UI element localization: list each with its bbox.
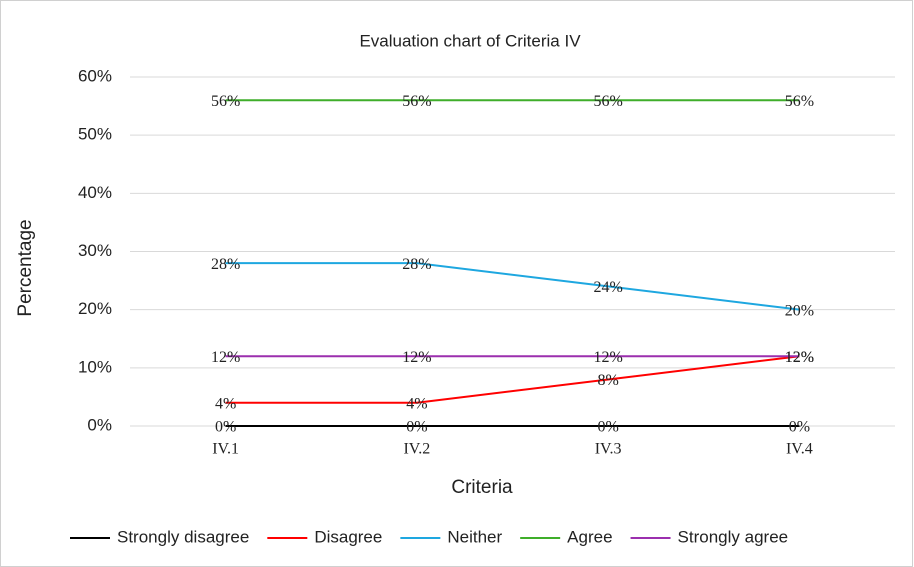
y-tick-label: 60% (78, 66, 112, 85)
data-label: 0% (597, 419, 618, 436)
series-line (225, 262, 800, 311)
legend-label: Agree (567, 527, 612, 546)
data-label: 20% (785, 302, 814, 319)
data-label: 28% (211, 256, 240, 273)
y-tick-label: 50% (78, 125, 112, 144)
y-tick-label: 0% (87, 415, 112, 434)
legend-label: Strongly agree (678, 527, 789, 546)
x-tick-label: IV.1 (212, 441, 239, 458)
data-label: 12% (402, 349, 431, 366)
data-label: 56% (211, 93, 240, 110)
x-axis-title: Criteria (451, 477, 513, 498)
y-axis-title: Percentage (15, 219, 36, 316)
data-label: 24% (593, 279, 622, 296)
data-label: 56% (593, 93, 622, 110)
legend-label: Strongly disagree (117, 527, 249, 546)
y-tick-label: 30% (78, 241, 112, 260)
data-label: 12% (593, 349, 622, 366)
x-tick-label: IV.2 (403, 441, 430, 458)
data-label: 56% (785, 93, 814, 110)
data-label: 12% (785, 349, 814, 366)
y-tick-label: 20% (78, 299, 112, 318)
data-label: 0% (406, 419, 427, 436)
data-label: 0% (789, 419, 810, 436)
data-label: 0% (215, 419, 236, 436)
legend-label: Disagree (314, 527, 382, 546)
data-label: 4% (406, 395, 427, 412)
x-tick-label: IV.3 (595, 441, 622, 458)
data-label: 28% (402, 256, 431, 273)
y-tick-label: 10% (78, 357, 112, 376)
data-label: 4% (215, 395, 236, 412)
data-label: 12% (211, 349, 240, 366)
data-label: 8% (597, 372, 618, 389)
data-label: 12% (785, 349, 814, 366)
series-line (225, 355, 800, 404)
x-tick-label: IV.4 (786, 441, 813, 458)
legend-label: Neither (447, 527, 502, 546)
y-tick-label: 40% (78, 183, 112, 202)
data-label: 56% (402, 93, 431, 110)
chart-title: Evaluation chart of Criteria IV (359, 31, 581, 50)
